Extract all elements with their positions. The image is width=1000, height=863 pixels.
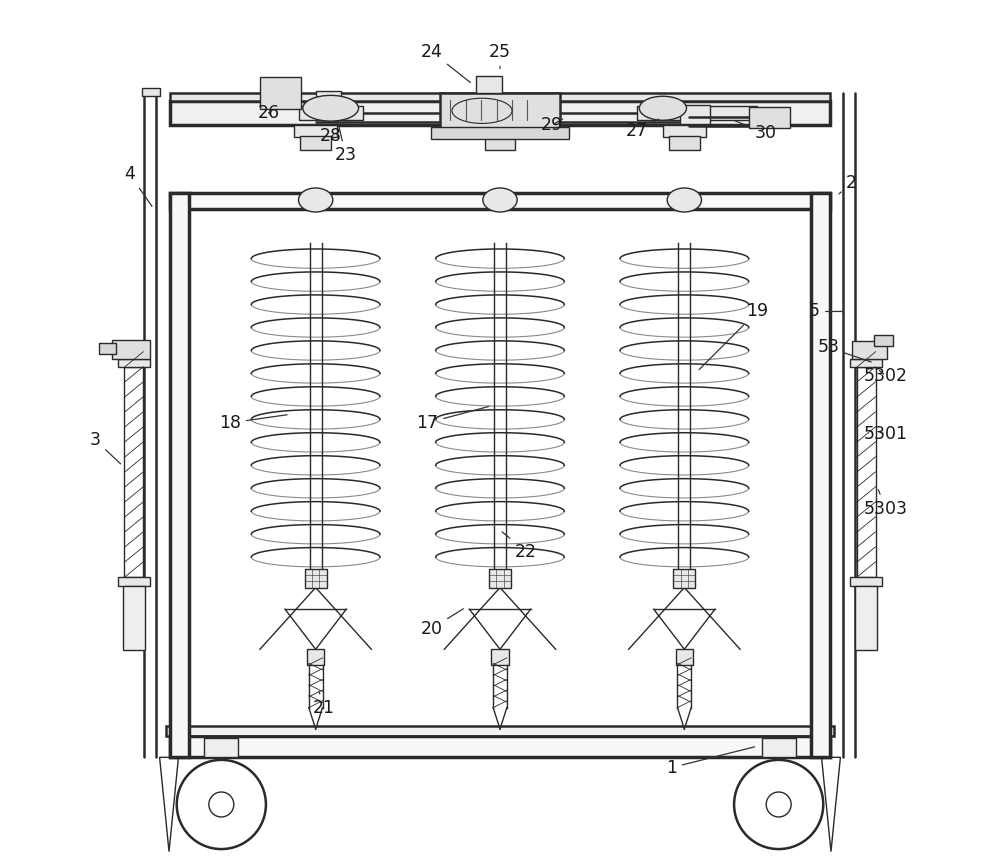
Text: 23: 23 xyxy=(335,121,357,165)
Bar xyxy=(479,124,521,137)
Bar xyxy=(440,93,560,129)
Text: 5303: 5303 xyxy=(864,490,908,518)
Text: 18: 18 xyxy=(219,414,287,432)
Bar xyxy=(99,343,116,355)
Bar xyxy=(294,124,337,137)
Text: 4: 4 xyxy=(124,166,152,206)
Bar xyxy=(307,649,324,665)
Text: 28: 28 xyxy=(320,120,348,145)
Text: 5301: 5301 xyxy=(864,425,908,443)
Bar xyxy=(850,577,882,586)
Bar xyxy=(673,569,695,588)
Bar xyxy=(855,586,877,650)
Text: 27: 27 xyxy=(626,119,659,141)
Bar xyxy=(850,359,882,367)
Text: 1: 1 xyxy=(666,746,755,777)
Text: 3: 3 xyxy=(90,432,121,464)
Text: 53: 53 xyxy=(817,338,871,362)
Bar xyxy=(260,77,301,109)
Text: 5: 5 xyxy=(809,302,843,320)
Bar xyxy=(118,577,150,586)
Bar xyxy=(299,105,363,120)
Ellipse shape xyxy=(483,188,517,212)
Bar xyxy=(124,367,143,577)
Bar xyxy=(170,736,830,758)
Text: 20: 20 xyxy=(420,608,463,638)
Bar xyxy=(676,649,693,665)
Bar xyxy=(170,193,189,758)
Bar xyxy=(762,739,796,758)
Text: 21: 21 xyxy=(313,691,335,717)
Text: 5302: 5302 xyxy=(864,367,908,385)
Bar xyxy=(118,359,150,367)
Bar xyxy=(857,367,876,577)
Ellipse shape xyxy=(667,188,701,212)
Bar xyxy=(489,569,511,588)
Bar xyxy=(874,336,893,346)
Text: 26: 26 xyxy=(257,104,280,122)
Bar xyxy=(112,340,150,359)
Bar xyxy=(476,76,502,93)
Bar xyxy=(852,342,887,359)
Ellipse shape xyxy=(299,188,333,212)
Ellipse shape xyxy=(303,96,359,121)
Bar xyxy=(669,135,700,150)
Bar xyxy=(637,105,689,120)
Bar xyxy=(123,586,145,650)
Bar xyxy=(170,101,830,124)
Bar xyxy=(166,726,834,736)
Bar xyxy=(706,105,757,120)
Bar xyxy=(204,739,238,758)
Bar xyxy=(491,649,509,665)
Bar xyxy=(300,135,331,150)
Bar xyxy=(170,93,830,101)
Bar xyxy=(142,88,160,97)
Bar xyxy=(663,124,706,137)
Text: 22: 22 xyxy=(502,532,537,561)
Bar xyxy=(680,105,710,124)
Text: 2: 2 xyxy=(839,173,857,194)
Bar xyxy=(431,127,569,139)
Ellipse shape xyxy=(639,97,686,120)
Text: 30: 30 xyxy=(734,121,777,142)
Text: 25: 25 xyxy=(489,42,511,68)
Bar xyxy=(811,193,830,758)
Text: 17: 17 xyxy=(416,406,489,432)
Bar xyxy=(170,193,830,209)
Text: 24: 24 xyxy=(420,42,470,83)
Text: 19: 19 xyxy=(699,302,768,369)
Bar xyxy=(749,107,790,128)
Text: 29: 29 xyxy=(540,117,563,135)
Bar xyxy=(316,91,341,108)
Bar xyxy=(305,569,327,588)
Bar xyxy=(485,135,515,150)
